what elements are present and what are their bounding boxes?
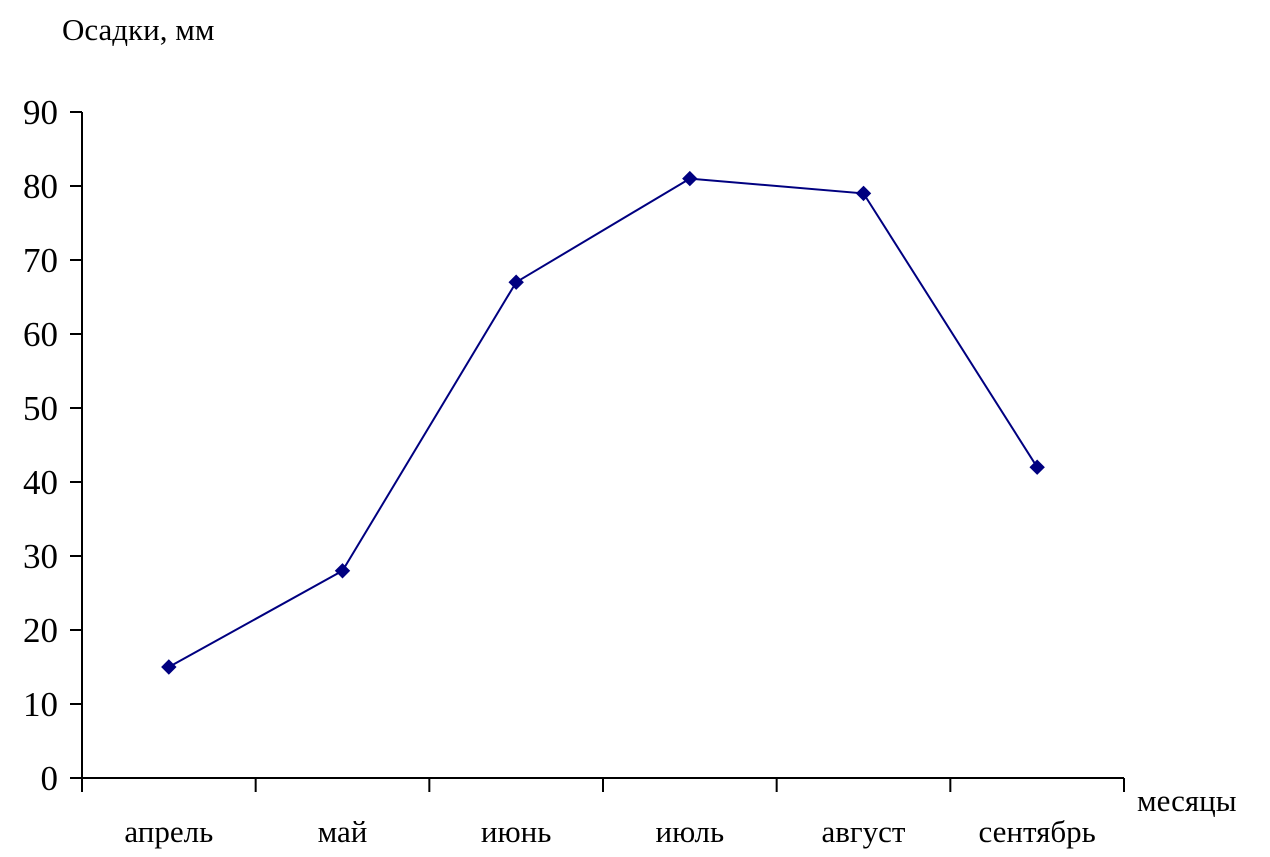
y-tick-label: 50 xyxy=(23,389,58,428)
series-line xyxy=(168,177,1039,668)
series-group xyxy=(161,170,1045,675)
x-tick-label: апрель xyxy=(124,814,213,849)
data-point-marker xyxy=(161,659,177,675)
data-point-marker xyxy=(682,170,698,187)
x-axis-title: месяцы xyxy=(1137,783,1237,818)
x-tick-label: июнь xyxy=(481,814,551,849)
y-axis-title: Осадки, мм xyxy=(62,12,214,47)
y-tick-label: 90 xyxy=(23,93,58,132)
x-tick-label: сентябрь xyxy=(979,814,1096,849)
x-tick-label: май xyxy=(318,814,368,849)
y-axis-ticks: 0 10 20 30 40 50 60 70 80 90 xyxy=(23,93,82,798)
data-point-marker xyxy=(855,185,872,202)
y-tick-label: 30 xyxy=(23,537,58,576)
x-tick-label: август xyxy=(822,814,906,849)
y-tick-label: 70 xyxy=(23,241,58,280)
axes xyxy=(81,112,1124,779)
y-tick-label: 40 xyxy=(23,463,58,502)
y-tick-label: 20 xyxy=(23,611,58,650)
data-point-marker xyxy=(1029,459,1045,475)
y-tick-label: 80 xyxy=(23,167,58,206)
x-axis-ticks: апрель май июнь июль август сентябрь xyxy=(81,778,1125,849)
y-tick-label: 0 xyxy=(41,759,59,798)
data-point-marker xyxy=(508,274,524,290)
y-tick-label: 60 xyxy=(23,315,58,354)
x-tick-label: июль xyxy=(656,814,725,849)
y-tick-label: 10 xyxy=(23,685,58,724)
data-point-marker xyxy=(334,563,351,579)
